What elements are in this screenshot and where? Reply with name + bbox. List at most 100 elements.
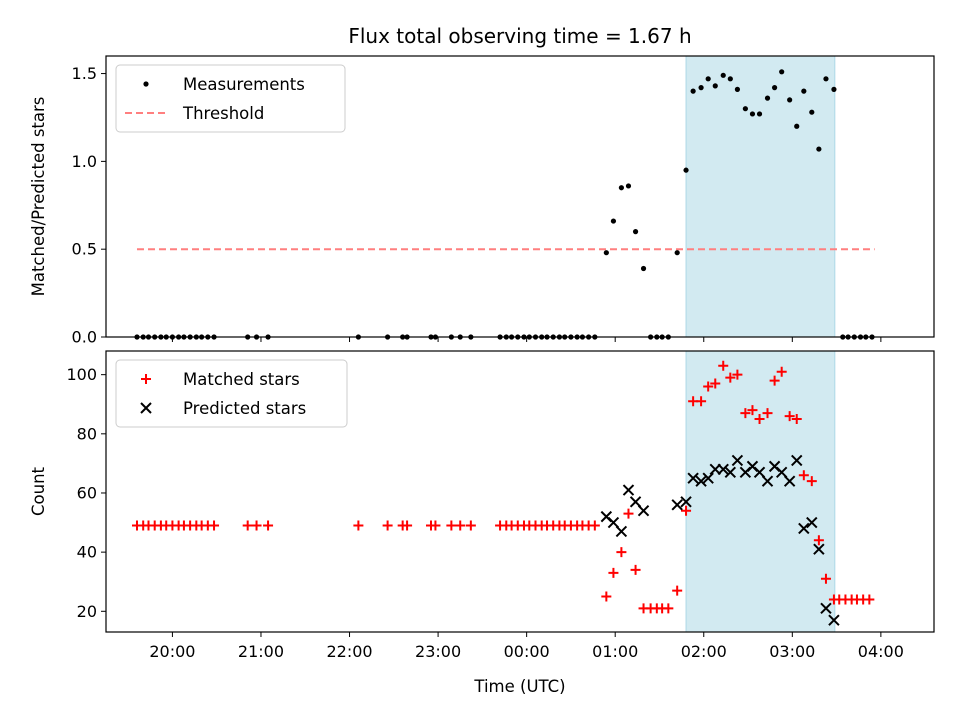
x-axis-label: Time (UTC)	[473, 677, 565, 696]
measurement-point	[809, 109, 815, 115]
matched-star-point	[754, 414, 765, 425]
predicted-star-point	[731, 454, 744, 467]
measurement-point	[764, 95, 771, 101]
measurement-point	[831, 86, 837, 92]
y-tick-label: 100	[66, 365, 97, 384]
predicted-star-point	[806, 516, 818, 529]
matched-star-point	[740, 408, 751, 419]
matched-star-point	[864, 594, 875, 605]
predicted-star-point	[637, 505, 650, 517]
matched-star-point	[791, 414, 802, 425]
predicted-star-point	[671, 499, 683, 511]
legend-box	[115, 359, 348, 428]
axes-frame	[105, 350, 935, 633]
x-tick-label: 20:00	[149, 642, 195, 661]
measurement-point	[610, 218, 617, 224]
axes-frame	[105, 55, 935, 338]
measurement-point	[712, 83, 718, 89]
predicted-star-point	[622, 484, 635, 496]
matched-star-point	[382, 520, 393, 531]
measurement-point	[742, 106, 748, 112]
predicted-star-point	[798, 522, 810, 535]
matched-star-point	[732, 369, 743, 380]
legend: Measurements Threshold	[115, 64, 346, 133]
measurement-point	[683, 167, 689, 173]
measurement-point	[816, 146, 822, 152]
y-axis-label: Matched/Predicted stars	[29, 97, 48, 297]
predicted-star-point	[717, 463, 729, 476]
predicted-star-point	[695, 475, 707, 487]
predicted-star-point	[820, 602, 832, 615]
x-tick-label: 02:00	[681, 642, 727, 661]
predicted-star-point	[680, 496, 692, 508]
measurement-point	[779, 69, 785, 75]
matched-star-point	[616, 547, 627, 558]
legend-label: Predicted stars	[183, 399, 306, 418]
matched-star-point	[630, 564, 641, 575]
matched-star-point	[672, 585, 683, 596]
matched-star-point	[718, 360, 729, 371]
y-tick-label: 20	[77, 602, 97, 621]
measurement-point	[794, 123, 800, 129]
matched-star-point	[806, 476, 817, 487]
matched-star-point	[820, 573, 831, 584]
legend-predicted-marker	[140, 402, 152, 414]
predicted-star-point	[629, 496, 642, 508]
matched-star-point	[762, 408, 773, 419]
predicted-star-point	[828, 614, 840, 626]
matched-star-point	[589, 520, 600, 531]
measurement-point	[771, 85, 778, 91]
x-tick-label: 01:00	[592, 642, 638, 661]
y-tick-label: 60	[77, 483, 97, 502]
measurement-point	[756, 111, 763, 117]
matched-star-point	[725, 372, 736, 383]
measurement-point	[674, 250, 680, 256]
predicted-star-point	[687, 472, 699, 484]
matched-star-point	[353, 520, 364, 531]
predicted-star-point	[761, 475, 774, 487]
predicted-star-point	[813, 543, 825, 555]
predicted-star-point	[783, 475, 796, 487]
y-axis-label: Count	[29, 466, 48, 516]
matched-star-point	[710, 378, 721, 389]
x-tick-label: 23:00	[415, 642, 461, 661]
predicted-star-point	[791, 454, 803, 467]
observing-span-band	[685, 350, 836, 633]
x-tick-label: 04:00	[858, 642, 904, 661]
predicted-star-point	[775, 466, 788, 478]
predicted-star-point	[615, 525, 628, 538]
matched-star-point	[608, 567, 619, 578]
legend-label: Matched stars	[183, 370, 300, 389]
matched-star-point	[798, 470, 809, 481]
measurement-point	[823, 76, 829, 82]
legend: Matched stars Predicted stars	[115, 359, 348, 428]
matched-star-point	[242, 520, 253, 531]
matched-star-point	[430, 520, 441, 531]
y-tick-label: 0.5	[72, 240, 97, 259]
legend-matched-marker	[141, 374, 151, 384]
matched-star-point	[402, 520, 413, 531]
legend-label: Threshold	[182, 104, 264, 123]
matched-star-point	[703, 381, 714, 392]
predicted-star-point	[702, 472, 714, 484]
y-tick-label: 1.0	[72, 152, 97, 171]
measurement-point	[603, 250, 609, 256]
predicted-star-point	[607, 516, 620, 529]
matched-star-point	[663, 603, 674, 614]
measurement-point	[632, 229, 639, 235]
matched-star-point	[784, 411, 795, 422]
y-tick-label: 40	[77, 543, 97, 562]
measurement-point	[618, 185, 624, 191]
chart-title: Flux total observing time = 1.67 h	[348, 24, 691, 48]
measurement-point	[698, 85, 704, 91]
measurement-point	[801, 88, 807, 94]
x-tick-label: 03:00	[769, 642, 815, 661]
matched-star-point	[465, 520, 476, 531]
top-axes: 0.0 0.5 1.0 1.5 Matched/Predicted stars Measu…	[29, 55, 935, 347]
measurement-point	[625, 183, 632, 189]
x-tick-label: 21:00	[238, 642, 284, 661]
matched-star-point	[601, 591, 612, 602]
y-tick-label: 0.0	[72, 328, 97, 347]
matched-star-point	[696, 396, 707, 407]
